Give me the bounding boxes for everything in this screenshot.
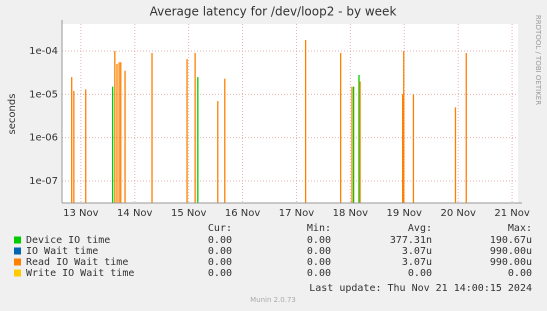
legend-label: Write IO Wait time — [26, 268, 134, 279]
legend-label: IO Wait time — [26, 246, 98, 257]
legend-header: Avg: — [408, 223, 432, 234]
legend-header: Max: — [508, 223, 532, 234]
legend-swatch — [14, 258, 21, 266]
x-tick-label: 17 Nov — [279, 208, 315, 219]
x-tick-label: 21 Nov — [494, 208, 530, 219]
x-tick-label: 20 Nov — [440, 208, 476, 219]
legend-stat: 0.00 — [307, 268, 331, 279]
footer: Munin 2.0.73 — [250, 296, 296, 304]
legend-stat: 0.00 — [208, 235, 232, 246]
x-tick-label: 18 Nov — [333, 208, 369, 219]
legend-stat: 0.00 — [408, 268, 432, 279]
x-tick-label: 13 Nov — [63, 208, 99, 219]
legend-stat: 3.07u — [402, 246, 432, 257]
legend-stat: 0.00 — [208, 268, 232, 279]
legend-stat: 990.00u — [490, 257, 532, 268]
legend-label: Device IO time — [26, 235, 110, 246]
y-axis-label: seconds — [7, 94, 18, 135]
legend-swatch — [14, 236, 21, 244]
legend-stat: 0.00 — [307, 235, 331, 246]
plot-area — [62, 24, 518, 203]
legend-stat: 0.00 — [307, 257, 331, 268]
y-tick-label: 1e-07 — [29, 176, 58, 187]
legend-stat: 0.00 — [508, 268, 532, 279]
y-tick-label: 1e-05 — [29, 89, 58, 100]
chart-title: Average latency for /dev/loop2 - by week — [150, 5, 397, 19]
legend-stat: 0.00 — [307, 246, 331, 257]
legend-swatch — [14, 269, 21, 277]
legend-stat: 377.31n — [390, 235, 432, 246]
x-tick-label: 15 Nov — [171, 208, 207, 219]
legend-header: Min: — [307, 223, 331, 234]
side-label: RRDTOOL / TOBI OETIKER — [534, 15, 542, 105]
legend-swatch — [14, 247, 21, 255]
legend-stat: 0.00 — [208, 246, 232, 257]
legend-stat: 190.67u — [490, 235, 532, 246]
last-update: Last update: Thu Nov 21 14:00:15 2024 — [309, 283, 532, 294]
y-tick-label: 1e-06 — [29, 133, 58, 144]
legend-stat: 3.07u — [402, 257, 432, 268]
x-tick-label: 16 Nov — [225, 208, 261, 219]
legend-header: Cur: — [208, 223, 232, 234]
x-tick-label: 19 Nov — [387, 208, 423, 219]
legend-stat: 990.00u — [490, 246, 532, 257]
y-tick-label: 1e-04 — [29, 46, 58, 57]
legend-label: Read IO Wait time — [26, 257, 128, 268]
legend-stat: 0.00 — [208, 257, 232, 268]
x-tick-label: 14 Nov — [117, 208, 153, 219]
